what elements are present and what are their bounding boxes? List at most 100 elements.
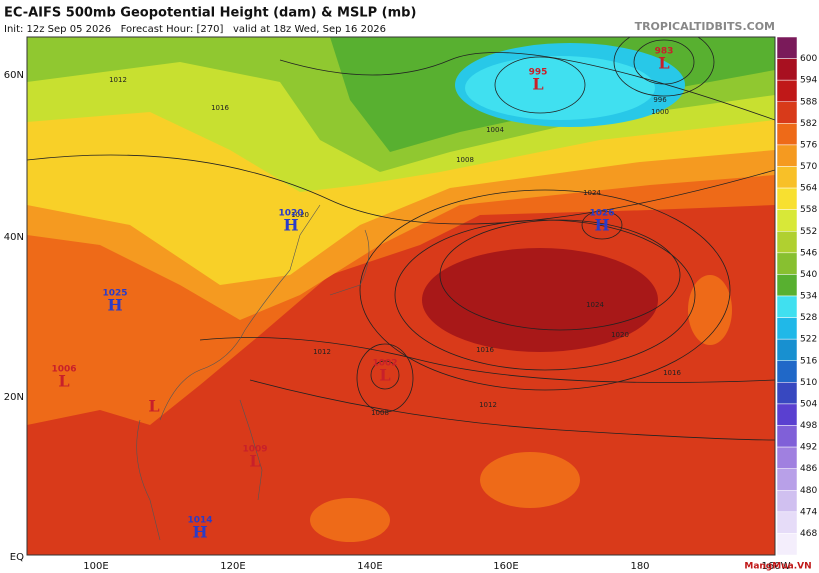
center-letter: L — [658, 54, 669, 73]
contour-label: 996 — [653, 96, 667, 104]
colorbar-swatch — [776, 468, 798, 491]
contour-label: 1012 — [109, 76, 127, 84]
center-value: 1026 — [589, 209, 614, 219]
colorbar-swatch — [776, 382, 798, 405]
center-letter: H — [594, 216, 609, 235]
colorbar-swatch — [776, 123, 798, 146]
lon-label: 140E — [357, 561, 382, 572]
center-letter: H — [283, 216, 298, 235]
colorbar-label: 498 — [800, 421, 817, 431]
isobars — [27, 37, 775, 441]
contour-label: 1000 — [651, 108, 669, 116]
colorbar-label: 552 — [800, 227, 817, 237]
center-letter: H — [192, 523, 207, 542]
colorbar-swatch — [776, 166, 798, 189]
contour-label: 1016 — [476, 346, 494, 354]
contour-label: 1012 — [313, 348, 331, 356]
center-value: 1006 — [51, 365, 76, 375]
colorbar-label: 588 — [800, 97, 817, 107]
center-value: 1020 — [278, 209, 303, 219]
lat-label: 60N — [4, 70, 24, 81]
colorbar-label: 510 — [800, 378, 817, 388]
colorbar-label: 582 — [800, 119, 817, 129]
colorbar-swatch — [776, 403, 798, 426]
center-value: 1025 — [102, 289, 127, 299]
colorbar-swatch — [776, 231, 798, 254]
contour-label: 1012 — [479, 401, 497, 409]
colorbar-swatch — [776, 58, 798, 81]
colorbar-swatch — [776, 338, 798, 361]
watermark: MangMua.VN — [744, 562, 811, 572]
lat-label: 40N — [4, 232, 24, 243]
colorbar-swatch — [776, 317, 798, 340]
center-letter: L — [148, 397, 159, 416]
contour-label: 1024 — [583, 189, 601, 197]
colorbar-swatch — [776, 274, 798, 297]
center-value: 1002 — [372, 359, 397, 369]
contour-label: 1016 — [663, 369, 681, 377]
colorbar-swatch — [776, 209, 798, 232]
colorbar-label: 480 — [800, 486, 817, 496]
lat-label: EQ — [10, 552, 24, 563]
center-value: 983 — [655, 47, 674, 57]
contour-label: 1020 — [291, 211, 309, 219]
colorbar-label: 540 — [800, 270, 817, 280]
colorbar-swatch — [776, 533, 798, 556]
coastlines — [136, 204, 370, 541]
title: EC-AIFS 500mb Geopotential Height (dam) … — [4, 6, 416, 21]
colorbar-label: 486 — [800, 464, 817, 474]
colorbar-label: 492 — [800, 443, 817, 453]
colorbar-label: 576 — [800, 140, 817, 150]
colorbar-swatch — [776, 446, 798, 469]
colorbar-label: 528 — [800, 313, 817, 323]
map-frame — [26, 36, 776, 556]
colorbar-label: 474 — [800, 507, 817, 517]
height-field — [27, 37, 775, 555]
contour-label: 1016 — [211, 104, 229, 112]
site: TROPICALTIDBITS.COM — [635, 20, 775, 33]
center-letter: L — [532, 75, 543, 94]
lon-label: 180 — [630, 561, 649, 572]
colorbar-swatch — [776, 360, 798, 383]
colorbar-label: 558 — [800, 205, 817, 215]
colorbar-swatch — [776, 101, 798, 124]
contour-label: 1024 — [586, 301, 604, 309]
colorbar-label: 468 — [800, 529, 817, 539]
contour-label: 1004 — [486, 126, 504, 134]
colorbar-label: 534 — [800, 292, 817, 302]
colorbar-label: 522 — [800, 335, 817, 345]
colorbar-swatch — [776, 36, 798, 59]
colorbar-label: 594 — [800, 76, 817, 86]
colorbar-swatch — [776, 79, 798, 102]
lon-label: 100E — [83, 561, 108, 572]
colorbar-label: 504 — [800, 399, 817, 409]
subtitle: Init: 12z Sep 05 2026 Forecast Hour: [27… — [4, 24, 386, 35]
colorbar-label: 516 — [800, 356, 817, 366]
center-value: 995 — [529, 68, 548, 78]
contour-label: 1020 — [611, 331, 629, 339]
colorbar-swatch — [776, 490, 798, 513]
colorbar-label: 546 — [800, 248, 817, 258]
center-value: 1009 — [242, 445, 267, 455]
center-letter: L — [58, 372, 69, 391]
colorbar-swatch — [776, 295, 798, 318]
lon-label: 160E — [493, 561, 518, 572]
center-letter: L — [379, 366, 390, 385]
colorbar-label: 564 — [800, 184, 817, 194]
lat-label: 20N — [4, 392, 24, 403]
colorbar-label: 570 — [800, 162, 817, 172]
center-letter: L — [249, 452, 260, 471]
colorbar-swatch — [776, 425, 798, 448]
contour-label: 1008 — [456, 156, 474, 164]
colorbar-swatch — [776, 511, 798, 534]
colorbar-swatch — [776, 252, 798, 275]
center-value: 1014 — [187, 516, 212, 526]
center-letter: H — [107, 296, 122, 315]
colorbar-swatch — [776, 144, 798, 167]
colorbar-label: 600 — [800, 54, 817, 64]
contour-label: 1008 — [371, 409, 389, 417]
colorbar-swatch — [776, 187, 798, 210]
lon-label: 160W — [762, 561, 791, 572]
